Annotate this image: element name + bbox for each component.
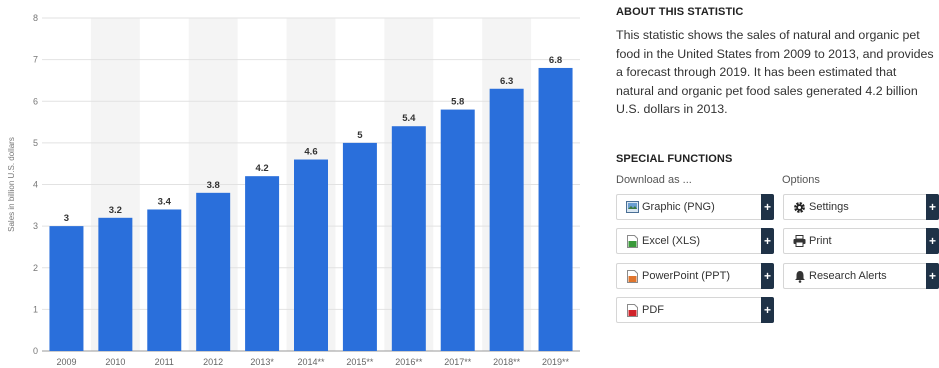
options-label: Options	[782, 174, 820, 186]
bar	[342, 142, 377, 351]
bar-value-label: 3.4	[158, 196, 172, 207]
x-tick-label: 2018**	[493, 357, 521, 367]
y-tick-label: 5	[33, 138, 38, 148]
download-png-plus[interactable]: +	[761, 194, 774, 220]
y-axis-label: Sales in billion U.S. dollars	[7, 137, 16, 232]
bar-value-label: 5.8	[451, 97, 464, 108]
download-xls-button[interactable]: Excel (XLS) +	[616, 228, 774, 254]
about-text: This statistic shows the sales of natura…	[616, 28, 934, 117]
research-alerts-plus[interactable]: +	[926, 263, 939, 289]
gear-icon	[793, 201, 806, 214]
bar	[538, 67, 573, 351]
about-heading: ABOUT THIS STATISTIC	[616, 6, 744, 18]
chart-svg: 0 1 2 3 4 5 6 7 8 Sales in billion U.S. dollars 3 2…	[7, 13, 580, 367]
print-label: Print	[809, 235, 832, 247]
side-panel: ABOUT THIS STATISTIC This statistic show…	[616, 0, 939, 368]
y-tick-label: 7	[33, 55, 38, 65]
bar-value-label: 5	[357, 130, 363, 141]
bar	[245, 176, 280, 351]
bar	[440, 109, 475, 351]
bar	[196, 192, 231, 351]
x-tick-label: 2012	[203, 357, 223, 367]
x-tick-label: 2017**	[444, 357, 472, 367]
bar-value-label: 3.8	[207, 180, 220, 191]
bar-value-label: 6.8	[549, 55, 562, 66]
download-png-label: Graphic (PNG)	[642, 201, 715, 213]
settings-label: Settings	[809, 201, 849, 213]
bar	[391, 126, 426, 351]
bar-chart: 0 1 2 3 4 5 6 7 8 Sales in billion U.S. dollars 3 2…	[7, 13, 580, 367]
y-tick-label: 0	[33, 346, 38, 356]
y-tick-label: 1	[33, 304, 38, 314]
y-tick-label: 6	[33, 96, 38, 106]
bar-value-label: 5.4	[402, 113, 416, 124]
research-alerts-button[interactable]: Research Alerts +	[783, 263, 939, 289]
y-tick-label: 4	[33, 180, 38, 190]
pdf-icon	[626, 303, 639, 317]
bar	[98, 217, 133, 351]
research-alerts-label: Research Alerts	[809, 270, 887, 282]
x-tick-label: 2015**	[346, 357, 374, 367]
download-pdf-plus[interactable]: +	[761, 297, 774, 323]
download-pdf-label: PDF	[642, 304, 664, 316]
y-tick-label: 8	[33, 13, 38, 23]
bar-value-label: 4.6	[304, 147, 317, 158]
x-tick-label: 2016**	[395, 357, 423, 367]
x-tick-label: 2010	[105, 357, 125, 367]
download-png-button[interactable]: Graphic (PNG) +	[616, 194, 774, 220]
y-tick-label: 2	[33, 263, 38, 273]
download-pdf-button[interactable]: PDF +	[616, 297, 774, 323]
download-ppt-button[interactable]: PowerPoint (PPT) +	[616, 263, 774, 289]
y-tick-label: 3	[33, 221, 38, 231]
special-functions-heading: SPECIAL FUNCTIONS	[616, 153, 733, 165]
powerpoint-icon	[626, 269, 639, 283]
print-button[interactable]: Print +	[783, 228, 939, 254]
bar	[147, 209, 182, 351]
download-xls-label: Excel (XLS)	[642, 235, 701, 247]
bar	[49, 226, 84, 351]
bar-value-label: 4.2	[255, 163, 268, 174]
bell-icon	[793, 270, 806, 283]
download-xls-plus[interactable]: +	[761, 228, 774, 254]
download-as-label: Download as ...	[616, 174, 692, 186]
settings-plus[interactable]: +	[926, 194, 939, 220]
download-ppt-label: PowerPoint (PPT)	[642, 270, 731, 282]
x-tick-label: 2013*	[250, 357, 274, 367]
excel-icon	[626, 234, 639, 248]
printer-icon	[793, 235, 806, 248]
bar-value-label: 3.2	[109, 205, 122, 216]
settings-button[interactable]: Settings +	[783, 194, 939, 220]
image-icon	[626, 201, 639, 214]
bar	[489, 88, 524, 351]
x-tick-label: 2011	[155, 357, 174, 367]
bar	[294, 159, 328, 351]
x-tick-label: 2009	[56, 357, 76, 367]
bar-value-label: 3	[64, 213, 69, 224]
print-plus[interactable]: +	[926, 228, 939, 254]
bar-value-label: 6.3	[500, 76, 513, 87]
download-ppt-plus[interactable]: +	[761, 263, 774, 289]
x-tick-label: 2019**	[542, 357, 570, 367]
x-tick-label: 2014**	[297, 357, 325, 367]
